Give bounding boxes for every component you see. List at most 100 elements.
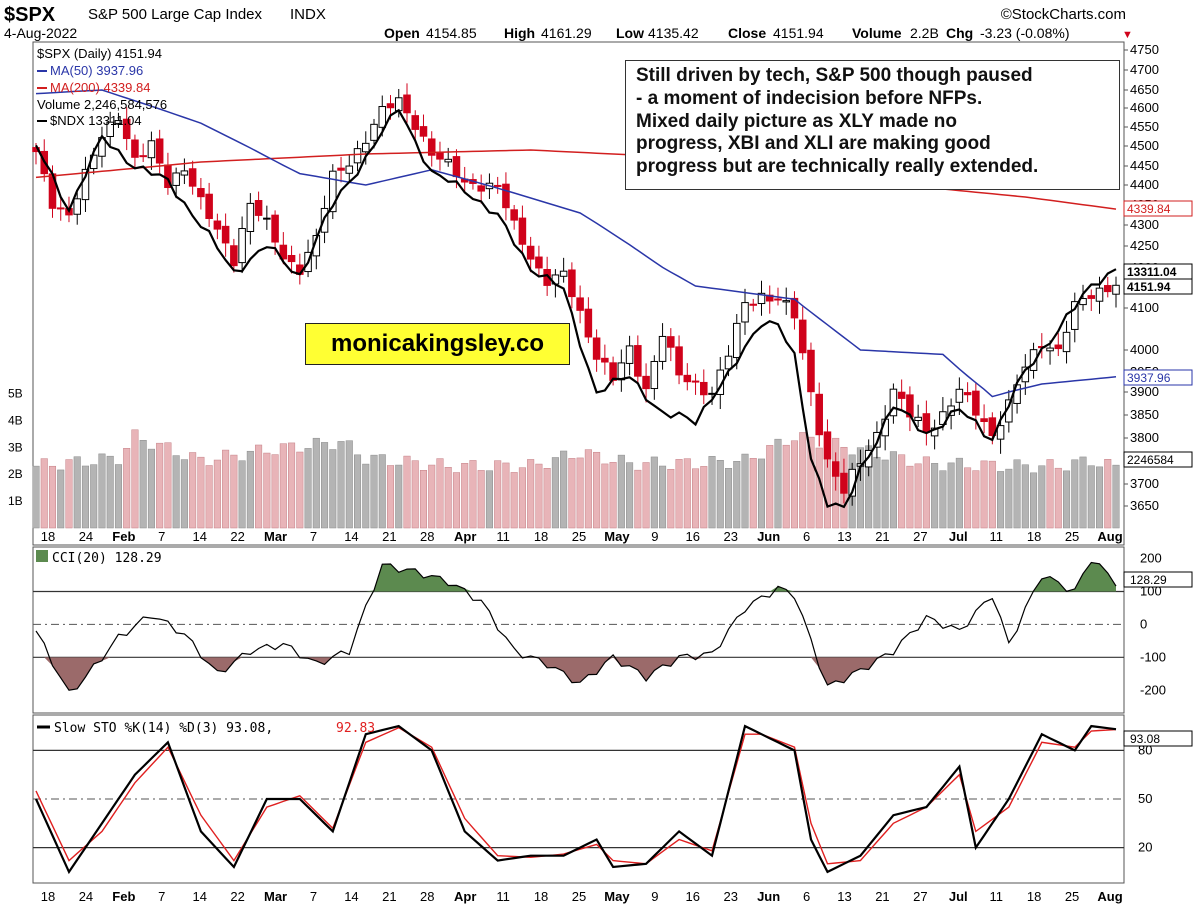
candle-body: [914, 416, 922, 421]
candle-body: [238, 228, 246, 264]
date-tick-label: 23: [723, 889, 737, 904]
volume-label: Volume: [852, 25, 902, 41]
candle-body: [345, 165, 354, 174]
date-tick-label: 25: [1065, 889, 1079, 904]
volume-bar: [362, 463, 370, 529]
volume-bar: [139, 440, 147, 529]
price-tick-label: 3700: [1130, 476, 1159, 491]
volume-bar: [65, 459, 73, 529]
volume-value: 2.2B: [910, 25, 939, 41]
chg-label: Chg: [946, 25, 973, 41]
volume-bar: [98, 453, 106, 529]
date-tick-label: 16: [686, 889, 700, 904]
price-tick-label: 4250: [1130, 238, 1159, 253]
date-axis: 18 18 24 24 Feb Feb 7 7 14 14 22 22 Mar Mar 7 7 14 14 21 21…: [41, 529, 1123, 904]
candle-body: [147, 140, 156, 159]
volume-bar: [749, 458, 757, 529]
candle-body: [279, 244, 288, 260]
candle-body: [370, 123, 378, 141]
open-label: Open: [384, 25, 420, 41]
volume-bar: [931, 463, 939, 529]
volume-bar: [1021, 464, 1029, 529]
candle-body: [131, 139, 139, 158]
volume-bar: [147, 448, 155, 529]
volume-bar: [692, 468, 700, 529]
candle-body: [378, 106, 387, 128]
price-tick-label: 4700: [1130, 62, 1159, 77]
sto-tick-label: 20: [1138, 840, 1152, 855]
date-tick-label: Feb: [112, 529, 135, 544]
candle-body: [601, 357, 609, 363]
volume-bar: [551, 457, 559, 529]
volume-bar: [131, 429, 139, 529]
volume-bar: [1063, 470, 1071, 529]
volume-bar: [560, 450, 568, 529]
volume-bar: [238, 460, 246, 529]
candle-body: [798, 319, 807, 354]
volume-bar: [1046, 459, 1054, 529]
candle-body: [246, 202, 255, 232]
date-tick-label: 11: [496, 889, 510, 904]
candle-body: [1029, 349, 1038, 371]
date-tick-label: 23: [723, 529, 737, 544]
volume-bar: [972, 470, 980, 529]
chg-value: -3.23 (-0.08%): [980, 25, 1069, 41]
date-tick-label: 11: [989, 889, 1003, 904]
legend-ndx: $NDX 13311.04: [50, 113, 142, 128]
candle-body: [650, 360, 659, 390]
volume-bar: [881, 459, 889, 529]
volume-bar: [741, 453, 749, 529]
volume-bar: [354, 454, 362, 529]
legend-main: $SPX (Daily) 4151.94: [37, 46, 162, 61]
price-tick-label: 3650: [1130, 498, 1159, 513]
date-tick-label: 6: [803, 889, 810, 904]
volume-bar: [370, 454, 378, 529]
volume-bar: [708, 456, 716, 529]
candle-body: [889, 388, 898, 417]
candle-body: [897, 391, 906, 399]
watermark-label: monicakingsley.co: [305, 323, 570, 365]
cci-overbought-fill: [36, 562, 1116, 592]
high-label: High: [504, 25, 535, 41]
candle-body: [972, 390, 980, 416]
candle-body: [815, 393, 823, 436]
volume-bar: [189, 452, 197, 529]
date-tick-label: 21: [875, 889, 889, 904]
volume-bar: [626, 462, 634, 529]
candle-body: [535, 256, 543, 269]
volume-bar: [584, 449, 592, 529]
candle-body: [963, 392, 972, 396]
date-tick-label: 18: [41, 889, 55, 904]
volume-bar: [419, 470, 428, 529]
volume-bar: [279, 443, 287, 529]
candle-body: [683, 374, 692, 383]
candle-body: [419, 126, 428, 137]
date-tick-label: 14: [344, 889, 358, 904]
candle-body: [568, 269, 576, 298]
tag-close: 4151.94: [1127, 280, 1171, 294]
date-tick-label: 9: [651, 889, 658, 904]
volume-bar: [403, 455, 411, 529]
volume-bar: [386, 465, 395, 529]
volume-bar: [964, 467, 972, 529]
volume-bar: [700, 466, 708, 529]
date-tick-label: Aug: [1097, 529, 1122, 544]
candle-body: [864, 449, 873, 468]
volume-bar: [477, 470, 485, 529]
date-tick-label: Apr: [454, 889, 476, 904]
candle-body: [394, 97, 403, 112]
index-name: S&P 500 Large Cap Index: [88, 6, 263, 23]
candle-body: [658, 335, 667, 362]
candle-body: [1062, 331, 1071, 353]
volume-bar: [255, 444, 263, 529]
volume-bar: [889, 451, 897, 529]
candle-body: [667, 336, 675, 348]
candle-body: [436, 151, 444, 160]
low-value: 4135.42: [648, 25, 699, 41]
sto-legend-d: 92.83: [336, 721, 375, 736]
volume-bar: [180, 459, 188, 529]
date-tick-label: 7: [158, 529, 165, 544]
candle-body: [996, 425, 1005, 440]
